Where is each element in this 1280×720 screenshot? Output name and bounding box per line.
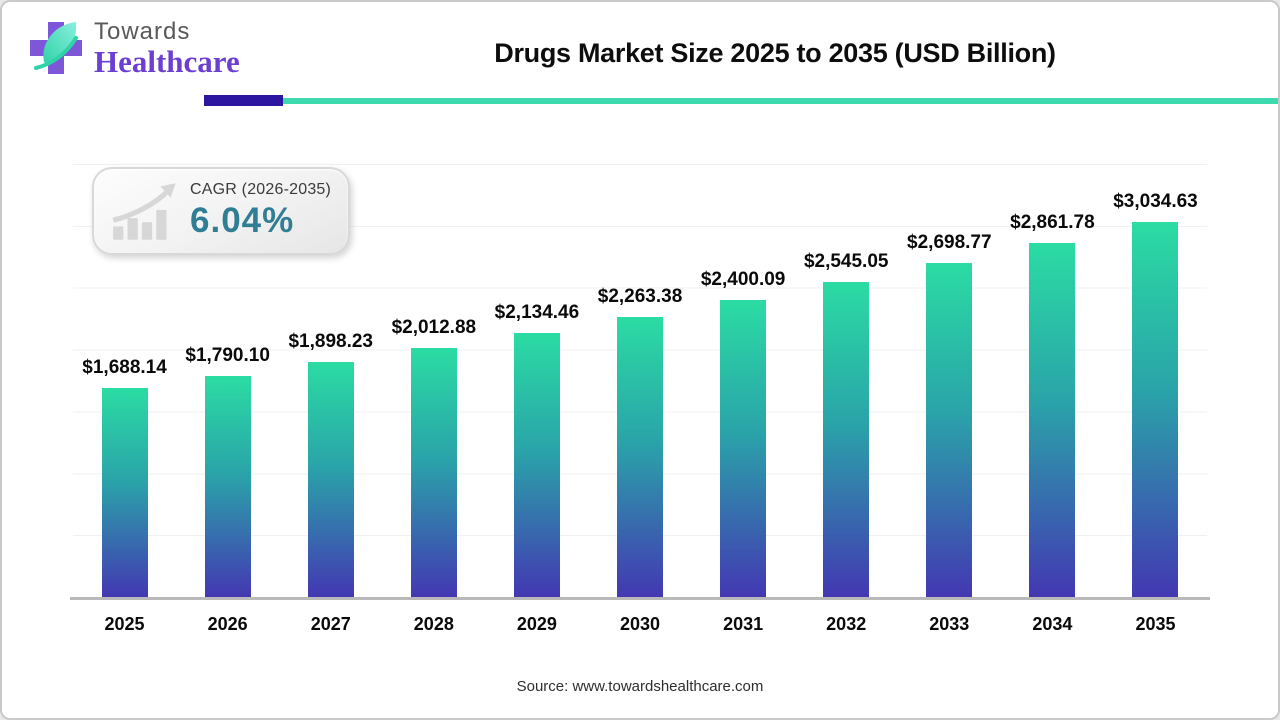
- x-axis-label: 2031: [723, 614, 764, 634]
- x-axis-label: 2030: [619, 614, 661, 634]
- cagr-badge: CAGR (2026-2035) 6.04%: [92, 167, 350, 255]
- brand-name-line1: Towards: [94, 17, 191, 45]
- bar-value-label: $1,790.10: [185, 344, 270, 366]
- bar-column: $2,263.38: [588, 164, 691, 597]
- bar: [720, 300, 767, 597]
- bar-column: $2,861.78: [1001, 164, 1104, 597]
- bar: [1132, 221, 1179, 597]
- bar-value-label: $2,012.88: [391, 316, 477, 338]
- bar-value-label: $3,034.63: [1113, 190, 1198, 212]
- bar-column: $1,898.23: [279, 164, 382, 597]
- bar: [926, 263, 973, 597]
- bar-value-label: $2,134.46: [494, 301, 580, 323]
- bar: [410, 347, 457, 597]
- x-axis-label: 2034: [1032, 614, 1073, 634]
- bar-column: $2,134.46: [485, 164, 588, 597]
- brand-logo: Towards Healthcare: [24, 16, 240, 80]
- bar-chart-plot-area: $1,688.14 $1,790.10 $1,898.23 $2,012.88 $2,1…: [73, 164, 1207, 597]
- header-underline-indigo: [204, 95, 283, 106]
- brand-logo-text: Towards Healthcare: [94, 17, 240, 79]
- bar-column: $2,012.88: [382, 164, 485, 597]
- x-axis-label: 2035: [1135, 614, 1176, 634]
- x-axis-label: 2033: [929, 614, 970, 634]
- x-axis-label: 2028: [413, 614, 454, 634]
- bar-column: $3,034.63: [1104, 164, 1207, 597]
- medical-cross-leaf-icon: [30, 22, 82, 74]
- bar-column: $2,698.77: [898, 164, 1001, 597]
- cagr-label: CAGR (2026-2035): [190, 181, 332, 198]
- bar-value-label: $2,545.05: [803, 251, 889, 273]
- bar: [823, 282, 870, 597]
- growth-trend-bar-chart-icon: [112, 183, 176, 240]
- brand-name-line2: Healthcare: [94, 43, 240, 79]
- bar: [617, 317, 664, 597]
- bar-value-label: $2,698.77: [907, 232, 992, 254]
- bar-value-label: $1,688.14: [82, 357, 167, 379]
- x-axis-label: 2025: [104, 614, 145, 634]
- cagr-value: 6.04%: [190, 201, 295, 240]
- x-axis-label: 2026: [207, 614, 248, 634]
- bar-column: $2,400.09: [692, 164, 795, 597]
- x-axis-label: 2029: [516, 614, 557, 634]
- bar-column: $2,545.05: [795, 164, 898, 597]
- x-axis-baseline: [70, 597, 1210, 600]
- x-axis-row: 2025 2026 2027 2028 2029 2030 2031 2032 2033 2034…: [73, 614, 1207, 635]
- bar-value-label: $2,400.09: [700, 269, 786, 291]
- bar-column: $1,790.10: [176, 164, 279, 597]
- bar: [204, 375, 251, 597]
- x-axis-label: 2027: [310, 614, 351, 634]
- bar-value-label: $2,861.78: [1010, 211, 1095, 233]
- bar: [101, 388, 148, 597]
- bar: [307, 362, 354, 597]
- cagr-texts: CAGR (2026-2035) 6.04%: [190, 181, 331, 241]
- bar: [513, 332, 560, 597]
- bar-value-label: $1,898.23: [288, 331, 373, 353]
- page-title: Drugs Market Size 2025 to 2035 (USD Bill…: [494, 38, 1056, 68]
- x-axis-label: 2032: [826, 614, 867, 634]
- header-underline-teal: [283, 98, 1278, 104]
- bar-column: $1,688.14: [73, 164, 176, 597]
- bar-value-label: $2,263.38: [597, 286, 683, 307]
- bar: [1029, 242, 1076, 597]
- source-attribution: Source: www.towardshealthcare.com: [516, 678, 764, 695]
